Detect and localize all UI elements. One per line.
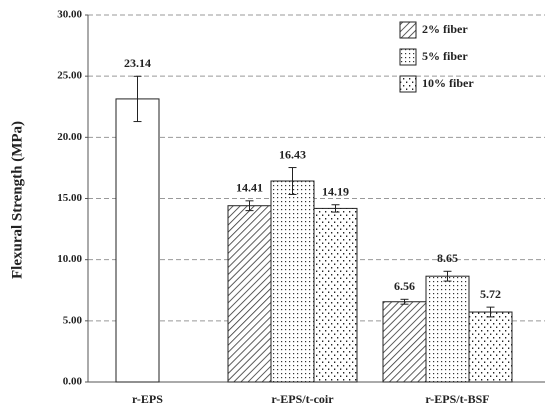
data-label: 14.19 [322, 184, 349, 198]
legend-swatch [399, 21, 417, 39]
bar [115, 98, 160, 383]
x-tick-label: r-EPS [132, 392, 163, 406]
legend-label: 5% fiber [422, 49, 468, 63]
data-label: 23.14 [124, 56, 151, 70]
data-label: 8.65 [437, 251, 458, 265]
bar [425, 275, 470, 383]
y-tick-label: 30.00 [57, 9, 82, 21]
y-tick-label: 25.00 [57, 70, 82, 82]
bar [382, 301, 427, 383]
bar [313, 207, 358, 383]
x-tick-label: r-EPS/t-BSF [425, 392, 489, 406]
y-axis-label: Flexural Strength (MPa) [9, 121, 25, 279]
legend-swatch [399, 48, 417, 66]
legend-label: 2% fiber [422, 22, 468, 36]
data-label: 5.72 [480, 287, 501, 301]
data-label: 6.56 [394, 279, 415, 293]
data-label: 16.43 [279, 147, 306, 161]
bar [227, 205, 272, 383]
x-tick-label: r-EPS/t-coir [271, 392, 334, 406]
y-tick-label: 15.00 [57, 192, 82, 204]
data-label: 14.41 [236, 181, 263, 195]
y-tick-label: 0.00 [63, 376, 83, 388]
bar [270, 180, 315, 383]
y-tick-label: 5.00 [63, 314, 83, 326]
y-tick-label: 20.00 [57, 131, 82, 143]
legend-swatch [399, 75, 417, 93]
bar [468, 311, 513, 383]
y-tick-label: 10.00 [57, 253, 82, 265]
legend-label: 10% fiber [422, 76, 474, 90]
